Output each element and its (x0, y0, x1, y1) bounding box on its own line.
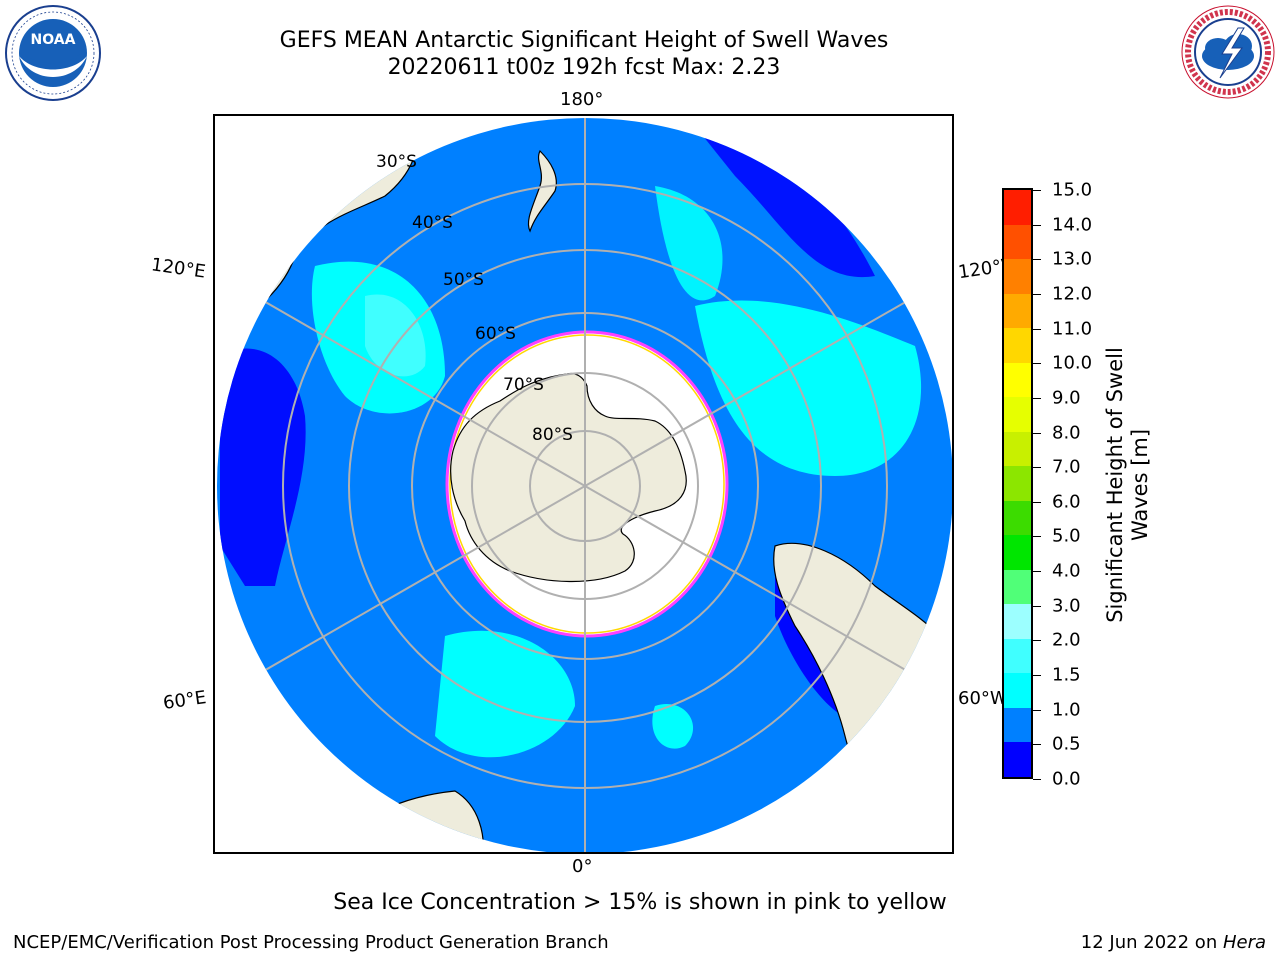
chart-title-line2: 20220611 t00z 192h fcst Max: 2.23 (387, 55, 781, 80)
colorbar-tick (1033, 363, 1041, 365)
colorbar-tick (1033, 779, 1041, 780)
colorbar-tick-label: 0.5 (1052, 733, 1081, 755)
colorbar-tick-label: 1.0 (1052, 699, 1081, 721)
lat-label-40s: 40°S (412, 213, 453, 233)
colorbar-segment (1004, 603, 1031, 639)
colorbar-tick (1033, 432, 1041, 434)
colorbar-tick (1033, 709, 1041, 711)
colorbar-segment (1004, 293, 1031, 329)
colorbar-tick-label: 7.0 (1052, 456, 1081, 478)
colorbar-segment (1004, 431, 1031, 467)
colorbar-tick-label: 5.0 (1052, 525, 1081, 547)
chart-title-line1: GEFS MEAN Antarctic Significant Height o… (279, 28, 889, 53)
colorbar-tick-label: 1.5 (1052, 664, 1081, 686)
longitude-gridlines (217, 118, 952, 852)
colorbar-tick-label: 4.0 (1052, 560, 1081, 582)
colorbar-tick (1033, 744, 1041, 746)
colorbar-tick (1033, 675, 1041, 677)
colorbar-segment (1004, 258, 1031, 294)
colorbar-tick (1033, 259, 1041, 261)
colorbar-tick (1033, 571, 1041, 573)
lat-label-80s: 80°S (532, 425, 573, 445)
colorbar-segment (1004, 189, 1031, 225)
colorbar-tick (1033, 536, 1041, 538)
colorbar-segment (1004, 224, 1031, 260)
colorbar-tick (1033, 397, 1041, 399)
colorbar-tick (1033, 293, 1041, 295)
colorbar-segment (1004, 327, 1031, 363)
lon-label-120e: 120°E (149, 254, 207, 283)
lon-label-180: 180° (560, 89, 604, 110)
colorbar-tick-label: 0.0 (1052, 768, 1081, 790)
lon-label-0: 0° (572, 856, 593, 877)
colorbar-tick-label: 10.0 (1052, 352, 1093, 374)
colorbar-segment (1004, 500, 1031, 536)
colorbar-tick-label: 3.0 (1052, 595, 1081, 617)
colorbar-segment (1004, 396, 1031, 432)
colorbar-label-line1: Significant Height of Swell (1103, 347, 1127, 623)
date-text: 12 Jun 2022 on Hera (1081, 932, 1266, 953)
lat-label-30s: 30°S (376, 152, 417, 172)
credit-text: NCEP/EMC/Verification Post Processing Pr… (13, 932, 609, 953)
nws-logo (1180, 4, 1276, 100)
colorbar-segment (1004, 465, 1031, 501)
colorbar-segment (1004, 741, 1031, 777)
polar-map (215, 116, 952, 852)
map-panel (213, 114, 954, 854)
colorbar-segment (1004, 707, 1031, 743)
noaa-logo-text: NOAA (31, 32, 76, 48)
colorbar-tick-label: 2.0 (1052, 629, 1081, 651)
lat-label-70s: 70°S (503, 375, 544, 395)
colorbar-segment (1004, 638, 1031, 674)
colorbar-tick-label: 12.0 (1052, 283, 1093, 305)
colorbar-tick-label: 9.0 (1052, 387, 1081, 409)
colorbar-segment (1004, 534, 1031, 570)
lat-label-50s: 50°S (443, 270, 484, 290)
colorbar-tick (1033, 501, 1041, 503)
new-zealand-landmass (527, 149, 557, 233)
lat-label-60s: 60°S (475, 324, 516, 344)
colorbar-tick (1033, 224, 1041, 226)
colorbar-tick-label: 13.0 (1052, 248, 1093, 270)
colorbar-tick-label: 6.0 (1052, 491, 1081, 513)
colorbar-segment (1004, 672, 1031, 708)
colorbar-tick-label: 8.0 (1052, 422, 1081, 444)
colorbar-segment (1004, 362, 1031, 398)
colorbar-tick (1033, 190, 1041, 191)
colorbar-tick-label: 11.0 (1052, 318, 1093, 340)
colorbar-tick (1033, 467, 1041, 469)
date-prefix: 12 Jun 2022 on (1080, 932, 1223, 953)
colorbar-tick (1033, 640, 1041, 642)
colorbar-tick (1033, 328, 1041, 330)
lon-label-60w: 60°W (958, 688, 1008, 709)
colorbar-label-line2: Waves [m] (1128, 428, 1152, 542)
noaa-logo: NOAA (4, 4, 102, 102)
colorbar-tick-label: 14.0 (1052, 214, 1093, 236)
colorbar-tick-label: 15.0 (1052, 179, 1093, 201)
colorbar (1002, 188, 1033, 779)
sea-ice-note: Sea Ice Concentration > 15% is shown in … (333, 890, 947, 915)
colorbar-tick (1033, 605, 1041, 607)
lon-label-60e: 60°E (161, 687, 208, 714)
colorbar-segment (1004, 569, 1031, 605)
machine-name: Hera (1222, 932, 1266, 953)
